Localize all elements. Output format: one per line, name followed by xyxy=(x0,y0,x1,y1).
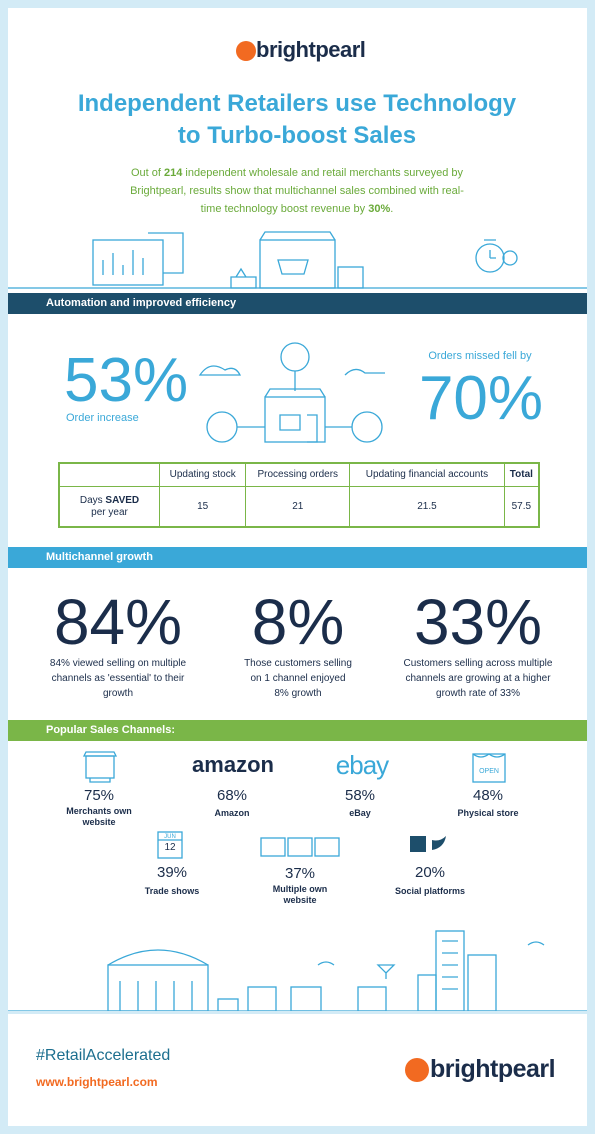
open-sign: OPEN xyxy=(479,768,499,775)
website: www.brightpearl.com xyxy=(36,1075,158,1089)
stat-value: 8% xyxy=(251,586,345,658)
table-cell xyxy=(58,462,160,488)
amazon-logo: amazon xyxy=(192,752,274,777)
hashtag: #RetailAccelerated xyxy=(36,1047,171,1064)
logo-mark xyxy=(236,41,256,61)
row-label-text: Days xyxy=(79,494,106,506)
intro-text: . xyxy=(390,203,394,215)
channel-icons xyxy=(82,751,506,859)
stat-text: Those customers selling on 1 channel enj… xyxy=(244,658,352,699)
table-row: Days SAVED per year 15 21 21.5 57.5 xyxy=(58,486,540,528)
channel-label: Trade shows xyxy=(144,886,200,896)
row-label-text: per year xyxy=(91,506,128,518)
logo: brightpearl xyxy=(430,1055,556,1083)
table-header-cell: Total xyxy=(503,462,540,488)
savings-table: Updating stock Processing orders Updatin… xyxy=(58,462,540,528)
title-line: Independent Retailers use Technology xyxy=(77,90,517,117)
row-label: Days SAVED per year xyxy=(58,486,160,528)
table-header-cell: Updating financial accounts xyxy=(349,462,505,488)
table-header-cell: Updating stock xyxy=(158,462,247,488)
divider xyxy=(8,1011,587,1014)
stat-label: Orders missed fell by xyxy=(428,350,532,362)
channel-label: Amazon xyxy=(214,808,250,818)
table-header: Updating stock Processing orders Updatin… xyxy=(58,462,540,488)
channel-value: 48% xyxy=(472,787,504,804)
stat-label: Order increase xyxy=(66,412,139,424)
stat-value: 33% xyxy=(413,586,543,658)
section-heading: Popular Sales Channels: xyxy=(8,720,587,741)
table-cell: 15 xyxy=(158,486,247,528)
skyline xyxy=(8,930,587,1012)
logo: brightpearl xyxy=(256,37,366,62)
channel-value: 58% xyxy=(344,787,376,804)
calendar-day: 12 xyxy=(164,842,176,853)
intro-text: independent wholesale and retail merchan… xyxy=(130,167,464,215)
channel-value: 68% xyxy=(216,787,248,804)
title-line: to Turbo-boost Sales xyxy=(177,122,417,149)
calendar-month: JUN xyxy=(164,834,176,840)
channel-value: 75% xyxy=(83,787,115,804)
ebay-logo: ebay xyxy=(335,750,389,780)
channel-label: Physical store xyxy=(457,808,519,818)
channel-label: Merchants own website xyxy=(66,806,132,827)
table-cell: 57.5 xyxy=(503,486,540,528)
channel-label: Multiple own website xyxy=(272,884,328,905)
title: Independent Retailers use Technology to … xyxy=(27,88,567,152)
intro-percent: 30% xyxy=(368,203,391,215)
section-heading: Multichannel growth xyxy=(8,547,587,568)
table-header-cell: Processing orders xyxy=(245,462,351,488)
stat-value: 70% xyxy=(418,364,544,433)
stat-text: Customers selling across multiple channe… xyxy=(403,658,553,699)
channel-label: Social platforms xyxy=(394,886,466,896)
stat-text: 84% viewed selling on multiple channels … xyxy=(49,658,187,699)
table-cell: 21.5 xyxy=(349,486,505,528)
channel-value: 39% xyxy=(156,864,188,881)
logo-mark xyxy=(405,1058,429,1082)
stat-value: 53% xyxy=(64,346,189,415)
intro-count: 214 xyxy=(164,167,183,179)
channel-label: eBay xyxy=(349,808,371,818)
intro: Out of 214 independent wholesale and ret… xyxy=(122,164,472,218)
header-illustration xyxy=(8,231,587,289)
channel-value: 37% xyxy=(284,865,316,882)
stat-value: 84% xyxy=(53,586,183,658)
row-label-bold: SAVED xyxy=(105,494,140,506)
channel-value: 20% xyxy=(414,864,446,881)
table-cell: 21 xyxy=(245,486,351,528)
intro-text: Out of xyxy=(130,167,164,179)
store-illustration xyxy=(198,342,385,443)
section-heading: Automation and improved efficiency xyxy=(8,293,587,314)
